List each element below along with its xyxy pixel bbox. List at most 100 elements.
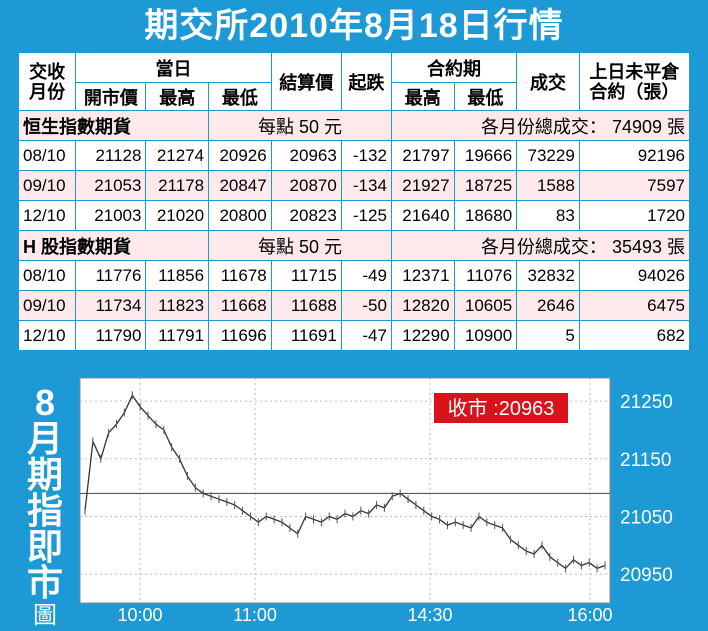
section-name: 恒生指數期貨	[17, 110, 210, 141]
col-month: 交收 月份	[17, 52, 77, 111]
table-row: 09/10 21053 21178 20847 20870 -134 21927 18725 1…	[17, 170, 691, 201]
table-cell: 12371	[390, 260, 455, 291]
col-open-interest: 上日未平倉 合約（張）	[578, 52, 691, 111]
x-tick-label: 10:00	[117, 605, 162, 625]
table-cell: 20963	[270, 140, 342, 171]
closing-price-box: 收市 :20963	[434, 393, 568, 423]
table-cell: 08/10	[17, 260, 77, 291]
table-cell: 5	[516, 320, 580, 351]
table-cell: 11791	[145, 320, 210, 351]
col-cp-low: 最低	[453, 82, 518, 111]
col-open: 開市價	[75, 82, 147, 111]
table-cell: 10605	[453, 290, 518, 321]
table-cell: 94026	[578, 260, 691, 291]
side-label-char: 月	[26, 418, 63, 459]
x-tick-label: 14:30	[407, 605, 452, 625]
y-tick-label: 21050	[620, 507, 673, 528]
table-cell: 21020	[145, 200, 210, 231]
table-cell: 18725	[453, 170, 518, 201]
table-cell: -132	[340, 140, 392, 171]
side-label-char: 即	[26, 526, 63, 567]
y-axis-ticks: 21250 21150 21050 20950	[620, 392, 673, 586]
table-cell: 11856	[145, 260, 210, 291]
section-total: 各月份總成交： 74909 張	[390, 110, 691, 141]
side-label-char: 指	[26, 490, 63, 531]
table-cell: 83	[516, 200, 580, 231]
side-label-char: 圖	[33, 602, 57, 629]
table-cell: 12290	[390, 320, 455, 351]
col-high: 最高	[145, 82, 210, 111]
table-cell: 21128	[75, 140, 147, 171]
table-cell: 11790	[75, 320, 147, 351]
table-cell: 11668	[208, 290, 272, 321]
table-row: 12/10 11790 11791 11696 11691 -47 12290 10900 5 6…	[17, 320, 691, 351]
table-cell: 21053	[75, 170, 147, 201]
table-cell: 21927	[390, 170, 455, 201]
y-tick-label: 21150	[620, 450, 671, 471]
table-cell: 12/10	[17, 200, 77, 231]
table-cell: 11076	[453, 260, 518, 291]
table-cell: -125	[340, 200, 392, 231]
x-tick-label: 11:00	[233, 605, 277, 625]
table-cell: 2646	[516, 290, 580, 321]
col-change: 起跌	[340, 52, 392, 111]
table-cell: 19666	[453, 140, 518, 171]
table-cell: 1588	[516, 170, 580, 201]
table-cell: 18680	[453, 200, 518, 231]
table-cell: 11776	[75, 260, 147, 291]
table-cell: 11691	[270, 320, 342, 351]
table-cell: 92196	[578, 140, 691, 171]
table-cell: 20870	[270, 170, 342, 201]
table-cell: 682	[578, 320, 691, 351]
table-cell: 09/10	[17, 170, 77, 201]
table-cell: 21797	[390, 140, 455, 171]
table-cell: 09/10	[17, 290, 77, 321]
table-cell: 11678	[208, 260, 272, 291]
table-cell: 7597	[578, 170, 691, 201]
table-row: 12/10 21003 21020 20800 20823 -125 21640 18680 8…	[17, 200, 691, 231]
table-cell: 21640	[390, 200, 455, 231]
table-cell: 20800	[208, 200, 272, 231]
x-tick-label: 16:00	[567, 605, 612, 625]
section-total: 各月份總成交： 35493 張	[390, 230, 691, 261]
page-title: 期交所2010年8月18日行情	[144, 7, 564, 45]
col-today: 當日	[75, 52, 272, 83]
y-tick-label: 20950	[620, 565, 673, 586]
table-cell: 11823	[145, 290, 210, 321]
col-cp-high: 最高	[390, 82, 455, 111]
table-cell: 20847	[208, 170, 272, 201]
table-row: 08/10 11776 11856 11678 11715 -49 12371 11076 32…	[17, 260, 691, 291]
closing-price-label: 收市 :20963	[448, 397, 555, 420]
side-label-char: 8	[34, 382, 56, 423]
col-contract-period: 合約期	[390, 52, 518, 83]
table-cell: 11696	[208, 320, 272, 351]
table-row: 09/10 11734 11823 11668 11688 -50 12820 10605 26…	[17, 290, 691, 321]
intraday-chart: 21250 21150 21050 20950 10:00 11:00 14:30 16:0…	[79, 377, 673, 625]
y-tick-label: 21250	[620, 392, 673, 413]
table-cell: 12/10	[17, 320, 77, 351]
section-point-value: 每點 50 元	[208, 230, 392, 261]
col-low: 最低	[208, 82, 272, 111]
table-row: 08/10 21128 21274 20926 20963 -132 21797 19666 7…	[17, 140, 691, 171]
table-cell: 6475	[578, 290, 691, 321]
side-label-char: 市	[26, 562, 63, 603]
table-cell: 11715	[270, 260, 342, 291]
table-cell: 21274	[145, 140, 210, 171]
table-cell: 1720	[578, 200, 691, 231]
table-cell: -134	[340, 170, 392, 201]
table-cell: -50	[340, 290, 392, 321]
table-cell: 73229	[516, 140, 580, 171]
table-cell: 20926	[208, 140, 272, 171]
section-point-value: 每點 50 元	[208, 110, 392, 141]
table-cell: 21003	[75, 200, 147, 231]
x-axis-ticks: 10:00 11:00 14:30 16:00	[117, 605, 612, 625]
table-cell: 12820	[390, 290, 455, 321]
side-label-char: 期	[26, 454, 63, 495]
table-cell: 10900	[453, 320, 518, 351]
table-cell: 20823	[270, 200, 342, 231]
col-volume: 成交	[516, 52, 580, 111]
table-cell: 11688	[270, 290, 342, 321]
table-cell: 08/10	[17, 140, 77, 171]
col-settle: 結算價	[270, 52, 342, 111]
